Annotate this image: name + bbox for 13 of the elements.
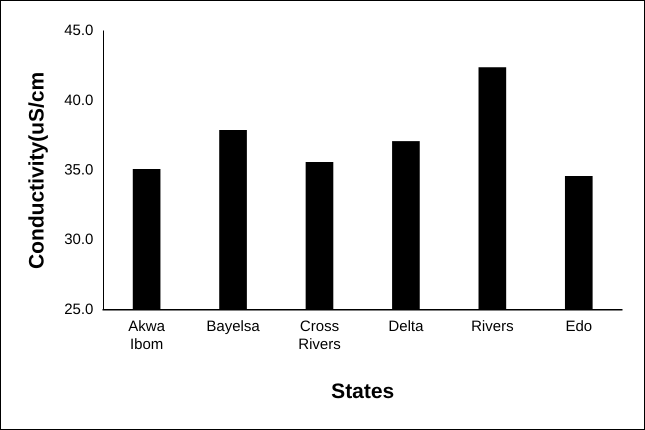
x-tick-label: Edo bbox=[565, 318, 592, 335]
x-tick-label: Bayelsa bbox=[206, 318, 260, 335]
y-tick-label: 45.0 bbox=[64, 22, 94, 40]
x-tick-label: Cross Rivers bbox=[298, 318, 341, 353]
y-axis-title: Conductivity(uS/cm bbox=[25, 72, 48, 269]
x-axis-title: States bbox=[331, 380, 394, 404]
y-tick-label: 30.0 bbox=[64, 231, 94, 248]
y-tick-label: 25.0 bbox=[64, 300, 94, 318]
x-tick-label: Akwa Ibom bbox=[128, 318, 166, 353]
y-tick-label: 40.0 bbox=[64, 92, 94, 109]
x-tick-label: Delta bbox=[388, 318, 424, 335]
x-tick-label: Rivers bbox=[471, 318, 514, 335]
y-tick-label: 35.0 bbox=[64, 162, 94, 179]
